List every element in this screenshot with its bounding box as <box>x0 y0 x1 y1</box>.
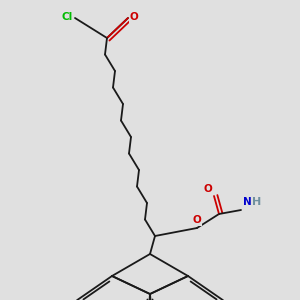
Text: H: H <box>252 197 261 207</box>
Text: O: O <box>203 184 212 194</box>
Text: O: O <box>130 12 139 22</box>
Text: O: O <box>193 215 201 225</box>
Text: N: N <box>243 197 252 207</box>
Text: Cl: Cl <box>62 12 73 22</box>
